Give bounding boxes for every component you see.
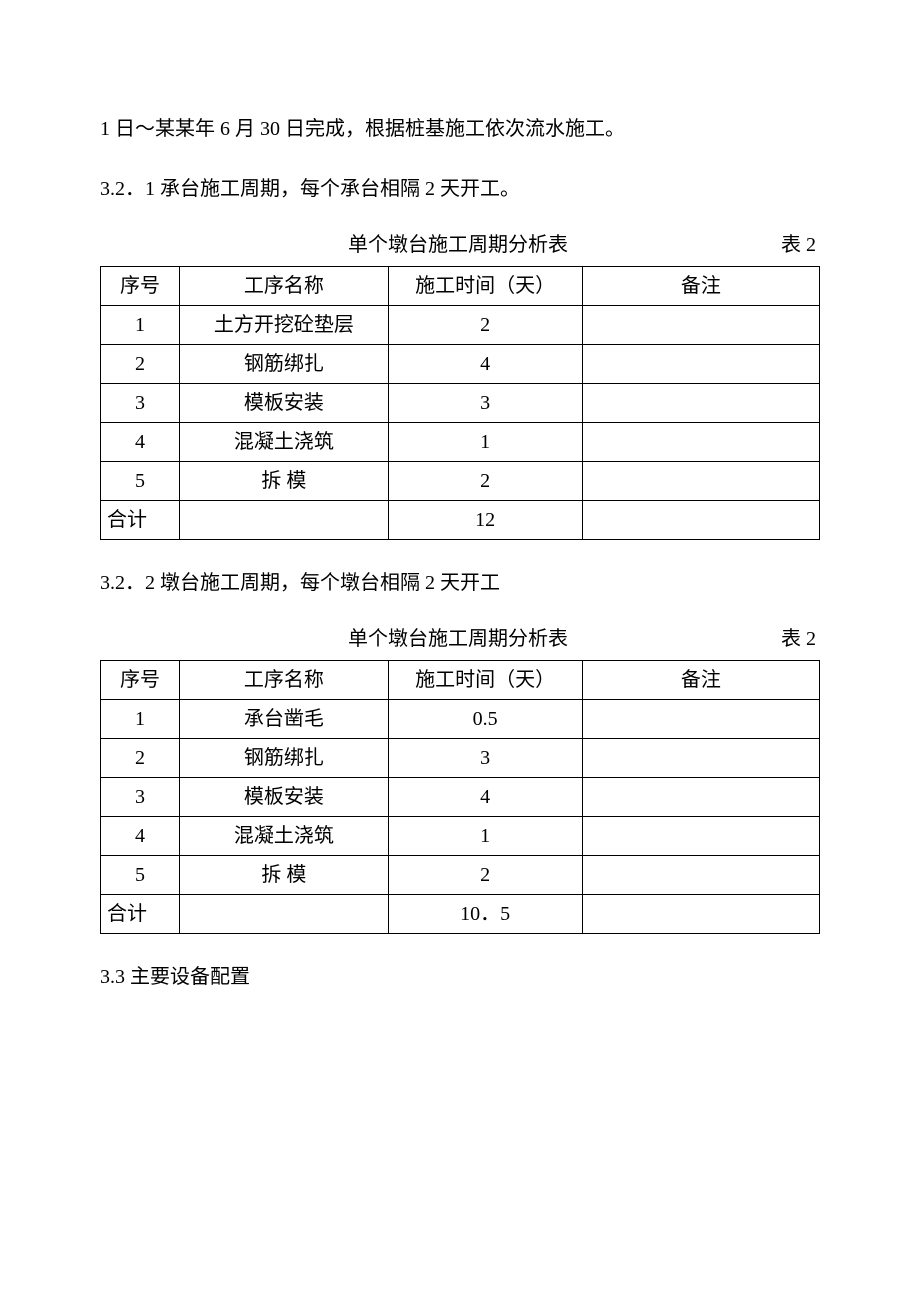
table1-caption-row: 单个墩台施工周期分析表 表 2: [100, 226, 820, 264]
cell-note: [582, 306, 819, 345]
cell-empty: [180, 501, 389, 540]
cell-time: 3: [388, 384, 582, 423]
table-row: 1 承台凿毛 0.5: [101, 700, 820, 739]
cell-seq: 5: [101, 856, 180, 895]
section-3-2-1-title: 3.2．1 承台施工周期，每个承台相隔 2 天开工。: [100, 170, 820, 208]
table-row: 3 模板安装 4: [101, 778, 820, 817]
cell-name: 混凝土浇筑: [180, 817, 389, 856]
cell-note: [582, 384, 819, 423]
cell-name: 拆 模: [180, 462, 389, 501]
cell-time: 4: [388, 345, 582, 384]
cell-name: 钢筋绑扎: [180, 739, 389, 778]
cell-seq: 1: [101, 306, 180, 345]
cell-note: [582, 462, 819, 501]
table-total-row: 合计 10．5: [101, 895, 820, 934]
cell-note: [582, 856, 819, 895]
cell-total-value: 12: [388, 501, 582, 540]
table1: 序号 工序名称 施工时间（天） 备注 1 土方开挖砼垫层 2 2 钢筋绑扎 4 …: [100, 266, 820, 540]
cell-seq: 3: [101, 384, 180, 423]
cell-time: 1: [388, 423, 582, 462]
table1-label: 表 2: [568, 226, 820, 264]
cell-seq: 1: [101, 700, 180, 739]
th-time: 施工时间（天）: [388, 661, 582, 700]
cell-empty: [180, 895, 389, 934]
table-row: 3 模板安装 3: [101, 384, 820, 423]
spacer: [100, 226, 348, 264]
th-note: 备注: [582, 267, 819, 306]
table-row: 5 拆 模 2: [101, 462, 820, 501]
cell-total-label: 合计: [101, 895, 180, 934]
cell-name: 混凝土浇筑: [180, 423, 389, 462]
th-name: 工序名称: [180, 661, 389, 700]
cell-name: 承台凿毛: [180, 700, 389, 739]
th-seq: 序号: [101, 661, 180, 700]
cell-note: [582, 739, 819, 778]
cell-note: [582, 778, 819, 817]
th-note: 备注: [582, 661, 819, 700]
cell-seq: 2: [101, 739, 180, 778]
cell-empty: [582, 501, 819, 540]
cell-time: 1: [388, 817, 582, 856]
cell-name: 钢筋绑扎: [180, 345, 389, 384]
intro-paragraph: 1 日～某某年 6 月 30 日完成，根据桩基施工依次流水施工。: [100, 110, 820, 148]
cell-name: 拆 模: [180, 856, 389, 895]
cell-note: [582, 345, 819, 384]
table1-caption: 单个墩台施工周期分析表: [348, 226, 568, 264]
cell-time: 4: [388, 778, 582, 817]
cell-note: [582, 817, 819, 856]
table-row: 2 钢筋绑扎 3: [101, 739, 820, 778]
section-3-3-title: 3.3 主要设备配置: [100, 958, 820, 996]
cell-name: 模板安装: [180, 778, 389, 817]
cell-empty: [582, 895, 819, 934]
cell-seq: 5: [101, 462, 180, 501]
cell-name: 模板安装: [180, 384, 389, 423]
table-row: 4 混凝土浇筑 1: [101, 423, 820, 462]
th-name: 工序名称: [180, 267, 389, 306]
table-row: 5 拆 模 2: [101, 856, 820, 895]
table2-label: 表 2: [568, 620, 820, 658]
cell-note: [582, 423, 819, 462]
table2-caption: 单个墩台施工周期分析表: [348, 620, 568, 658]
cell-seq: 4: [101, 423, 180, 462]
cell-name: 土方开挖砼垫层: [180, 306, 389, 345]
cell-time: 2: [388, 856, 582, 895]
cell-total-label: 合计: [101, 501, 180, 540]
table-header-row: 序号 工序名称 施工时间（天） 备注: [101, 267, 820, 306]
table-total-row: 合计 12: [101, 501, 820, 540]
spacer: [100, 620, 348, 658]
cell-time: 2: [388, 462, 582, 501]
cell-time: 3: [388, 739, 582, 778]
cell-time: 0.5: [388, 700, 582, 739]
cell-note: [582, 700, 819, 739]
cell-time: 2: [388, 306, 582, 345]
table2-caption-row: 单个墩台施工周期分析表 表 2: [100, 620, 820, 658]
table-row: 1 土方开挖砼垫层 2: [101, 306, 820, 345]
table-header-row: 序号 工序名称 施工时间（天） 备注: [101, 661, 820, 700]
th-seq: 序号: [101, 267, 180, 306]
th-time: 施工时间（天）: [388, 267, 582, 306]
cell-seq: 4: [101, 817, 180, 856]
cell-total-value: 10．5: [388, 895, 582, 934]
table-row: 2 钢筋绑扎 4: [101, 345, 820, 384]
section-3-2-2-title: 3.2．2 墩台施工周期，每个墩台相隔 2 天开工: [100, 564, 820, 602]
table-row: 4 混凝土浇筑 1: [101, 817, 820, 856]
cell-seq: 2: [101, 345, 180, 384]
cell-seq: 3: [101, 778, 180, 817]
table2: 序号 工序名称 施工时间（天） 备注 1 承台凿毛 0.5 2 钢筋绑扎 3 3…: [100, 660, 820, 934]
